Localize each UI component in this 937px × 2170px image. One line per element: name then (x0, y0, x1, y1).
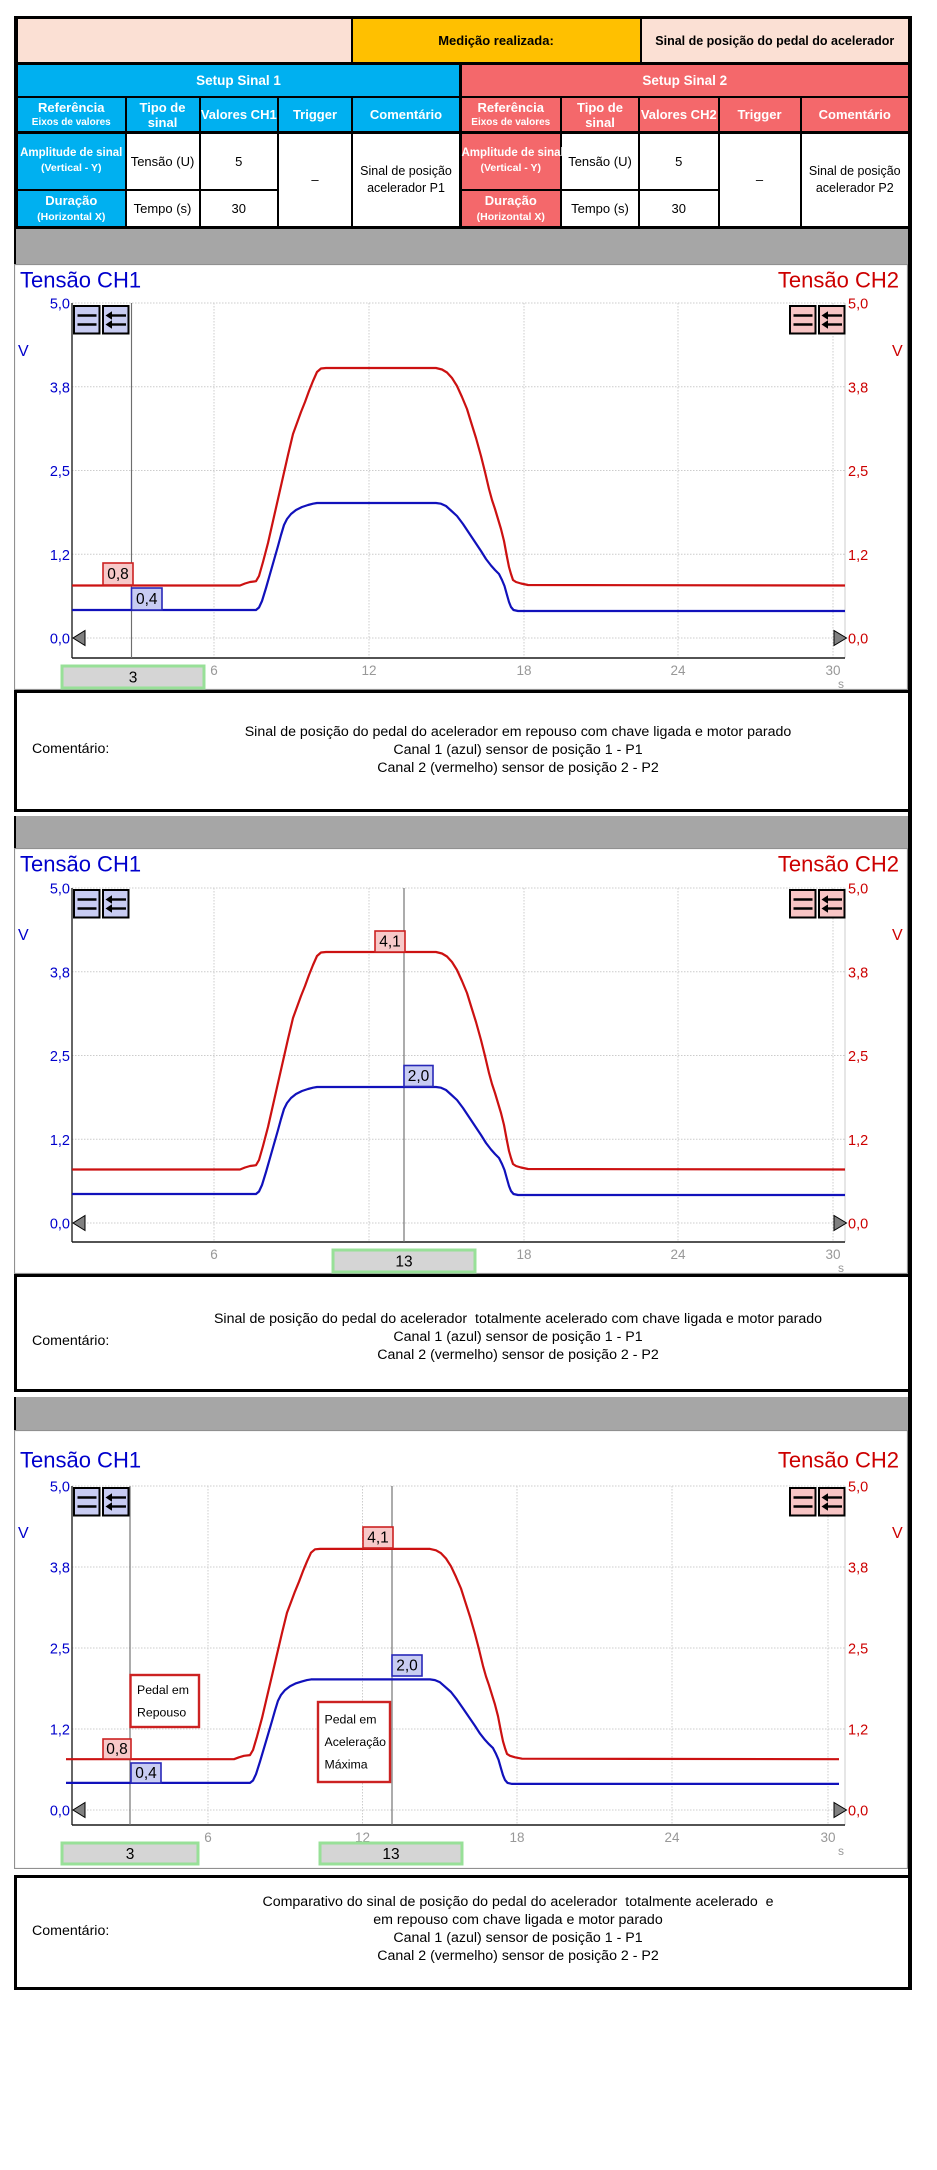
svg-text:0,8: 0,8 (106, 1741, 128, 1758)
svg-text:1,2: 1,2 (50, 1133, 70, 1149)
svg-text:1,2: 1,2 (50, 548, 70, 564)
svg-text:30: 30 (820, 1830, 835, 1845)
svg-text:3,8: 3,8 (848, 1561, 868, 1577)
svg-text:0,8: 0,8 (107, 566, 129, 583)
svg-text:V: V (892, 927, 903, 944)
svg-text:30: 30 (825, 663, 840, 678)
svg-text:18: 18 (509, 1830, 524, 1845)
svg-text:Tensão CH2: Tensão CH2 (778, 1448, 899, 1473)
svg-text:24: 24 (670, 663, 686, 678)
svg-text:Tensão CH2: Tensão CH2 (778, 268, 899, 293)
svg-text:24: 24 (670, 1247, 686, 1262)
svg-text:0,0: 0,0 (848, 1217, 868, 1233)
svg-text:2,5: 2,5 (50, 1642, 70, 1658)
svg-text:2,0: 2,0 (408, 1068, 430, 1085)
svg-text:1,2: 1,2 (50, 1723, 70, 1739)
svg-text:30: 30 (825, 1247, 840, 1262)
svg-text:0,0: 0,0 (50, 1217, 70, 1233)
svg-text:3: 3 (129, 670, 138, 687)
svg-text:2,5: 2,5 (848, 464, 868, 480)
svg-text:V: V (892, 1525, 903, 1542)
svg-text:Tensão CH2: Tensão CH2 (778, 852, 899, 877)
svg-text:6: 6 (210, 663, 218, 678)
svg-text:18: 18 (516, 663, 531, 678)
svg-text:2,5: 2,5 (50, 464, 70, 480)
svg-text:5,0: 5,0 (50, 882, 70, 898)
svg-text:1,2: 1,2 (848, 548, 868, 564)
svg-text:4,1: 4,1 (367, 1530, 389, 1547)
svg-text:V: V (892, 343, 903, 360)
svg-text:2,5: 2,5 (848, 1642, 868, 1658)
svg-text:3,8: 3,8 (50, 965, 70, 981)
svg-text:3,8: 3,8 (50, 1561, 70, 1577)
svg-text:2,5: 2,5 (848, 1049, 868, 1065)
svg-text:s: s (838, 1261, 844, 1274)
svg-text:1,2: 1,2 (848, 1723, 868, 1739)
svg-text:13: 13 (395, 1254, 412, 1271)
svg-text:5,0: 5,0 (848, 882, 868, 898)
svg-text:0,0: 0,0 (848, 1804, 868, 1820)
svg-text:V: V (18, 343, 29, 360)
svg-text:Repouso: Repouso (137, 1705, 186, 1719)
svg-text:2,0: 2,0 (396, 1658, 418, 1675)
svg-text:0,0: 0,0 (50, 632, 70, 648)
svg-text:V: V (18, 1525, 29, 1542)
svg-text:24: 24 (664, 1830, 680, 1845)
svg-text:0,0: 0,0 (848, 632, 868, 648)
svg-text:12: 12 (361, 663, 376, 678)
svg-text:18: 18 (516, 1247, 531, 1262)
svg-text:0,4: 0,4 (136, 591, 158, 608)
svg-text:4,1: 4,1 (379, 934, 401, 951)
svg-text:0,4: 0,4 (135, 1765, 157, 1782)
svg-text:6: 6 (204, 1830, 212, 1845)
svg-text:5,0: 5,0 (50, 297, 70, 313)
svg-text:Tensão CH1: Tensão CH1 (20, 852, 141, 877)
svg-text:Pedal em: Pedal em (137, 1683, 189, 1697)
svg-text:s: s (838, 677, 844, 690)
svg-text:Pedal em: Pedal em (325, 1713, 377, 1727)
svg-text:3: 3 (126, 1846, 135, 1863)
svg-text:13: 13 (382, 1846, 399, 1863)
svg-text:3,8: 3,8 (848, 965, 868, 981)
svg-text:Tensão CH1: Tensão CH1 (20, 268, 141, 293)
svg-text:5,0: 5,0 (848, 1480, 868, 1496)
svg-text:3,8: 3,8 (848, 380, 868, 396)
svg-text:1,2: 1,2 (848, 1133, 868, 1149)
svg-text:2,5: 2,5 (50, 1049, 70, 1065)
svg-text:V: V (18, 927, 29, 944)
svg-text:12: 12 (355, 1830, 370, 1845)
svg-text:5,0: 5,0 (848, 297, 868, 313)
svg-text:0,0: 0,0 (50, 1804, 70, 1820)
svg-text:5,0: 5,0 (50, 1480, 70, 1496)
svg-text:Aceleração: Aceleração (325, 1735, 387, 1749)
svg-text:Tensão CH1: Tensão CH1 (20, 1448, 141, 1473)
svg-text:s: s (838, 1844, 844, 1858)
svg-text:6: 6 (210, 1247, 218, 1262)
svg-text:3,8: 3,8 (50, 380, 70, 396)
svg-text:Máxima: Máxima (325, 1758, 368, 1772)
